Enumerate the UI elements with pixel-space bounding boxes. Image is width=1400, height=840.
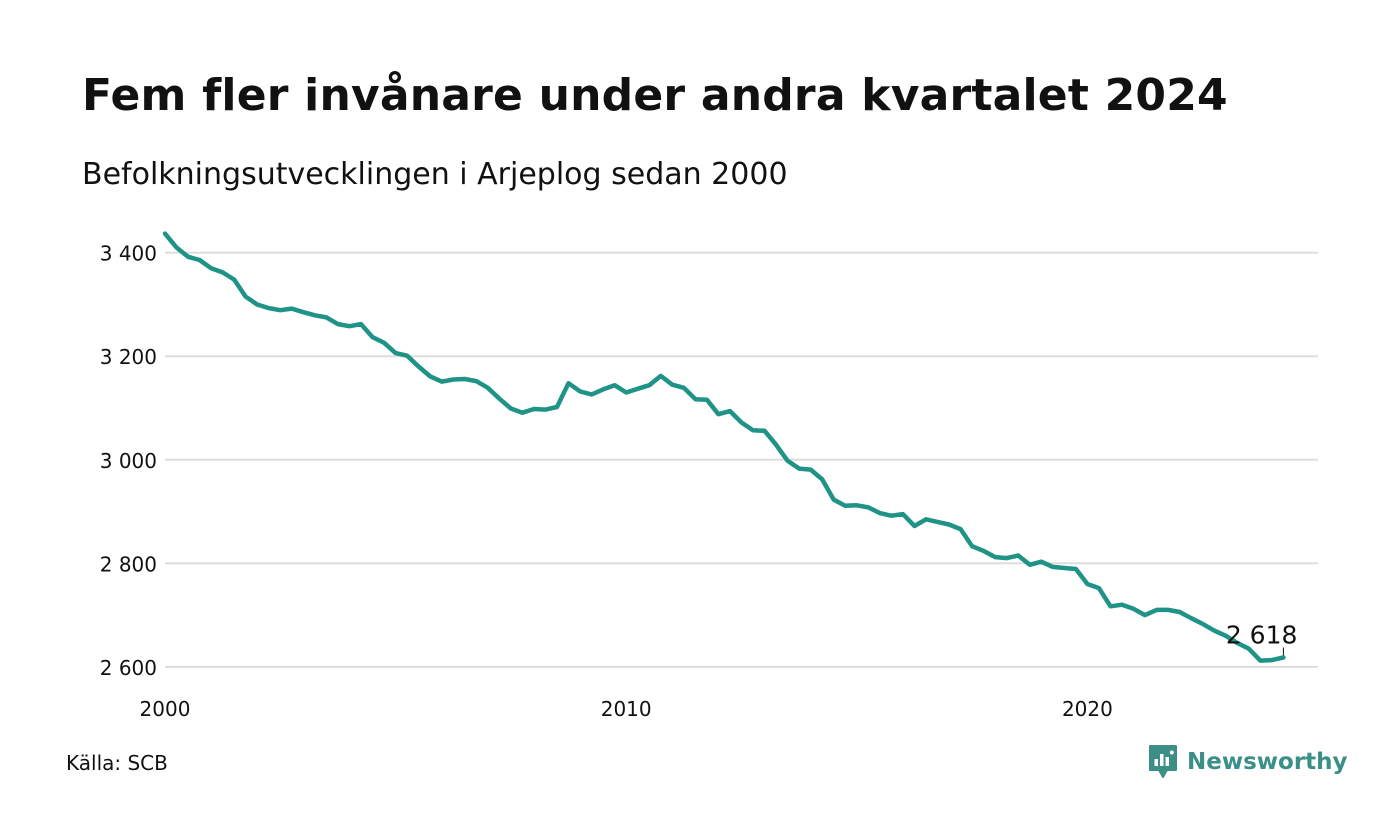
y-tick-label: 3 000 [100, 449, 157, 473]
brand-name: Newsworthy [1187, 749, 1348, 775]
newsworthy-logo-icon [1149, 745, 1177, 778]
y-tick-label: 2 600 [100, 656, 157, 680]
y-tick-label: 2 800 [100, 552, 157, 576]
chart-subtitle: Befolkningsutvecklingen i Arjeplog sedan… [82, 157, 788, 192]
y-axis-ticks: 2 600 2 800 3 000 3 200 3 400 [100, 242, 157, 680]
series-lines [162, 231, 1286, 663]
y-tick-label: 3 400 [100, 242, 157, 266]
data-labels: 2 618 [1226, 621, 1298, 656]
x-axis-ticks: 2000 2010 2020 [140, 697, 1113, 721]
end-value-label: 2 618 [1226, 621, 1298, 650]
x-tick-label: 2020 [1062, 697, 1113, 721]
x-tick-label: 2000 [140, 697, 191, 721]
source-note: Källa: SCB [66, 751, 168, 775]
y-tick-label: 3 200 [100, 345, 157, 369]
chart-title: Fem fler invånare under andra kvartalet … [82, 70, 1228, 121]
brand-logo[interactable]: Newsworthy [1148, 744, 1348, 780]
x-tick-label: 2010 [601, 697, 652, 721]
series-line [162, 231, 1286, 663]
gridlines [165, 251, 1318, 668]
